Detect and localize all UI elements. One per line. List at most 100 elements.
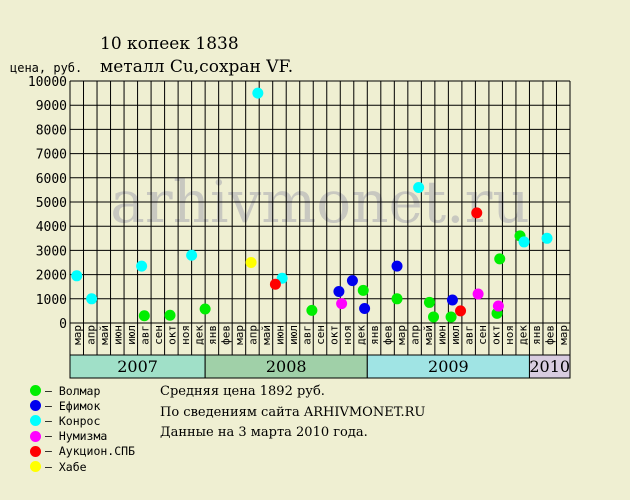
data-source: По сведениям сайта ARHIVMONET.RU [160,404,426,420]
legend-label: – Хабе [45,459,87,474]
data-point [138,310,150,322]
year-label: 2008 [266,357,307,376]
year-label: 2010 [529,357,570,376]
data-point [359,302,371,314]
x-tick-label: ноя [179,325,192,345]
data-point [245,257,257,268]
x-tick-label: апр [409,325,422,345]
data-point [186,249,198,261]
y-tick-label: 7000 [36,148,67,163]
x-tick-label: авг [300,325,313,345]
y-tick-label: 8000 [36,123,67,138]
x-tick-label: ноя [341,325,354,345]
year-label: 2007 [117,357,158,376]
data-point [306,304,318,316]
x-tick-label: апр [246,325,259,345]
x-tick-label: мар [395,325,408,345]
x-tick-label: дек [355,325,368,345]
legend: – Волмар – Ефимок – Конрос – Нумизма – Аукци… [30,383,135,474]
legend-label: – Аукцион.СПБ [45,444,136,459]
data-point [413,181,425,193]
legend-marker [30,430,41,442]
data-point [336,298,348,310]
x-tick-label: сен [314,325,327,345]
chart-title: 10 копеек 1838 [100,34,239,54]
data-point [471,207,483,219]
legend-label: – Конрос [45,413,101,428]
y-tick-label: 2000 [36,269,67,284]
year-label: 2009 [428,357,469,376]
chart-subtitle: металл Cu,сохран VF. [100,57,294,77]
legend-marker [30,415,41,427]
x-tick-label: апр [84,325,97,345]
x-tick-label: мар [71,325,84,345]
data-point [357,284,369,296]
data-point [269,278,281,290]
data-point [492,300,504,312]
data-point [541,232,553,244]
data-point [333,286,345,298]
legend-label: – Волмар [45,383,101,398]
x-tick-label: янв [368,325,381,345]
x-tick-label: май [260,325,273,345]
legend-item: – Аукцион.СПБ [30,444,135,459]
data-point [71,270,83,282]
month-axis [69,322,571,356]
data-point [445,311,457,323]
y-tick-label: 10000 [28,75,67,90]
x-tick-label: май [98,325,111,345]
x-tick-label: дек [517,325,530,345]
data-date: Данные на 3 марта 2010 года. [160,425,368,440]
data-point [252,87,264,99]
x-tick-label: авг [463,325,476,345]
x-tick-label: мар [233,325,246,345]
y-tick-label: 0 [59,317,67,332]
data-point [346,275,358,287]
x-tick-label: окт [165,325,178,345]
data-point [391,293,403,305]
data-point [428,311,440,323]
x-tick-label: окт [328,325,341,345]
data-point [494,253,506,265]
data-point [391,260,403,272]
y-tick-label: 3000 [36,244,67,259]
x-tick-label: окт [490,325,503,345]
x-tick-label: авг [138,325,151,345]
average-price: Средняя цена 1892 руб. [160,384,325,399]
x-tick-label: июн [111,325,124,345]
x-tick-label: май [422,325,435,345]
x-tick-label: фев [219,325,232,345]
year-band [528,354,571,379]
legend-marker [30,445,41,457]
info-block: Средняя цена 1892 руб. По сведениям сайт… [160,382,425,444]
x-tick-label: мар [557,325,570,345]
y-tick-label: 1000 [36,293,67,308]
y-tick-label: 5000 [36,196,67,211]
y-tick-label: 4000 [36,220,67,235]
legend-marker [30,461,41,473]
data-point [164,309,176,321]
data-point [472,288,484,300]
legend-item: – Волмар [30,383,135,398]
legend-label: – Нумизма [45,429,108,444]
y-axis-label: цена, руб. [10,61,83,75]
data-point [199,303,211,315]
x-tick-label: ноя [503,325,516,345]
legend-item: – Нумизма [30,429,135,444]
legend-item: – Ефимок [30,398,135,413]
x-tick-label: июл [287,325,300,345]
data-point [423,296,435,308]
x-tick-label: янв [530,325,543,345]
x-tick-label: июн [436,325,449,345]
x-tick-label: сен [152,325,165,345]
x-tick-label: сен [476,325,489,345]
data-point [86,293,98,305]
x-tick-label: фев [544,325,557,345]
legend-item: – Конрос [30,413,135,428]
legend-marker [30,385,41,397]
x-tick-label: июл [449,325,462,345]
data-point [446,294,458,306]
y-tick-label: 6000 [36,172,67,187]
x-tick-label: янв [206,325,219,345]
